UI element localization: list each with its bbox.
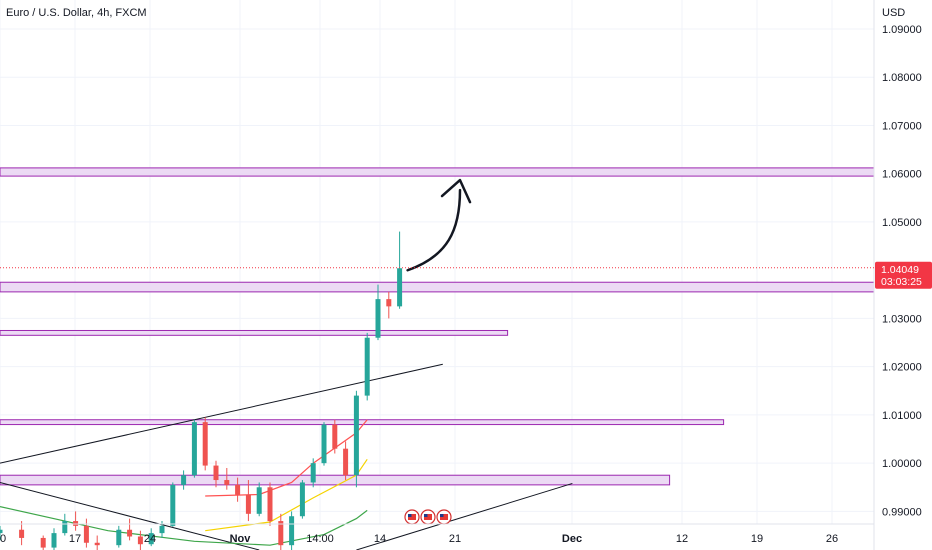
trendline	[356, 482, 573, 550]
time-tick-label: 21	[449, 533, 461, 545]
event-icons[interactable]	[404, 509, 452, 525]
candle-body	[62, 521, 68, 534]
last-price-badge: 1.04049 03:03:25	[875, 261, 932, 289]
candle-body	[386, 299, 392, 307]
candle-body	[256, 487, 262, 514]
price-tick-label: 0.99000	[882, 506, 922, 518]
trendline	[0, 363, 443, 464]
time-tick-label: 14	[374, 533, 386, 545]
flag-canton-icon	[440, 514, 444, 517]
zone-rect	[0, 281, 875, 293]
candle-body	[310, 463, 316, 483]
candlesticks	[0, 231, 403, 550]
zone-rect	[0, 167, 875, 177]
price-tick-label: 1.09000	[882, 24, 922, 36]
candle-body	[170, 484, 176, 526]
candle-body	[224, 480, 230, 485]
candle-body	[181, 475, 187, 485]
candle-body	[159, 525, 165, 534]
arrow-head	[440, 178, 472, 204]
projection-curve	[406, 188, 462, 272]
price-tick-label: 1.05000	[882, 217, 922, 229]
candle-body	[148, 533, 154, 545]
last-price-value: 1.04049	[881, 264, 919, 276]
last-price-countdown: 03:03:25	[881, 276, 922, 288]
chart-title: Euro / U.S. Dollar, 4h, FXCM	[6, 7, 147, 19]
candle-body	[94, 542, 100, 546]
time-axis[interactable]: 0 17 24 Nov 14:00 14 21 Dec 12 19 26	[0, 533, 838, 545]
time-tick-label: Nov	[230, 533, 252, 545]
candle-body	[343, 448, 349, 476]
flag-stripes-icon	[440, 514, 448, 520]
time-tick-label: 19	[751, 533, 763, 545]
candle-body	[127, 529, 133, 537]
candle-body	[116, 529, 122, 546]
candle-body	[202, 422, 208, 466]
flag-canton-icon	[408, 514, 412, 517]
moving-average-line	[0, 506, 368, 546]
candle-body	[0, 529, 3, 534]
candle-body	[267, 487, 273, 522]
candle-body	[191, 422, 197, 476]
price-tick-label: 1.02000	[882, 362, 922, 374]
candle-body	[332, 424, 338, 449]
candle-body	[73, 521, 79, 526]
time-tick-label: 24	[144, 533, 156, 545]
candle-body	[137, 536, 143, 545]
zone-rect	[0, 419, 725, 426]
candle-body	[245, 494, 251, 514]
candle-body	[375, 299, 381, 338]
flag-stripes-icon	[408, 514, 416, 520]
candle-body	[51, 533, 57, 548]
candle-body	[235, 484, 241, 495]
zones	[0, 167, 875, 486]
candle-body	[289, 516, 295, 546]
flag-canton-icon	[424, 514, 428, 517]
grid	[0, 0, 874, 524]
candle-body	[213, 465, 219, 481]
time-tick-label: 17	[69, 533, 81, 545]
trendline	[0, 481, 260, 550]
price-tick-label: 1.01000	[882, 410, 922, 422]
projection-arrow	[406, 178, 472, 272]
zone-rect	[0, 329, 509, 336]
time-tick-label: Dec	[562, 533, 582, 545]
candle-body	[397, 268, 403, 307]
price-axis[interactable]: 1.09000 1.08000 1.07000 1.06000 1.05000 1.030…	[882, 24, 922, 518]
candle-body	[353, 395, 359, 476]
trendlines	[0, 363, 573, 550]
candle-body	[364, 337, 370, 396]
time-tick-label: 12	[676, 533, 688, 545]
price-tick-label: 1.06000	[882, 169, 922, 181]
candle-body	[321, 424, 327, 464]
price-tick-label: 1.00000	[882, 458, 922, 470]
price-tick-label: 1.03000	[882, 313, 922, 325]
moving-average-line	[205, 458, 368, 532]
price-tick-label: 1.07000	[882, 120, 922, 132]
currency-label: USD	[882, 7, 905, 19]
candle-body	[19, 529, 25, 538]
time-tick-label: 0	[0, 533, 6, 545]
flag-stripes-icon	[424, 514, 432, 520]
price-tick-label: 1.08000	[882, 72, 922, 84]
candle-body	[40, 537, 46, 548]
candle-body	[299, 482, 305, 517]
candle-body	[278, 521, 284, 546]
time-tick-label: 26	[826, 533, 838, 545]
candle-body	[83, 525, 89, 543]
zone-rect	[0, 474, 671, 486]
time-tick-label: 14:00	[306, 533, 334, 545]
